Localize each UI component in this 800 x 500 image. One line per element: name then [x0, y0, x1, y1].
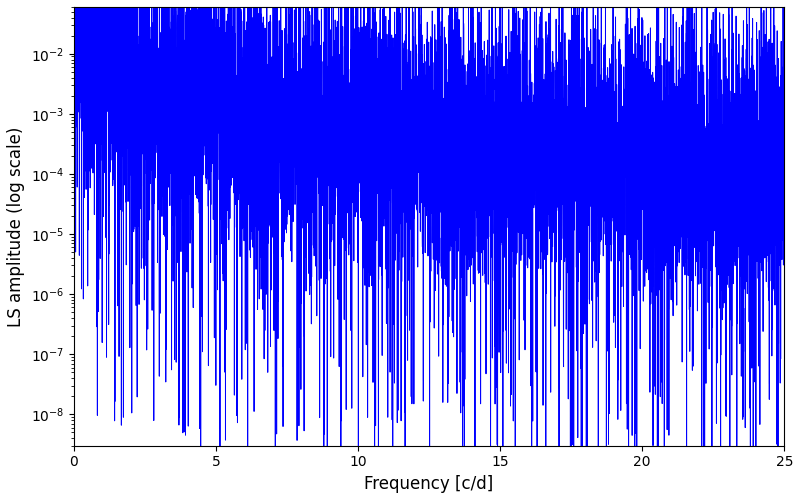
- Y-axis label: LS amplitude (log scale): LS amplitude (log scale): [7, 126, 25, 326]
- X-axis label: Frequency [c/d]: Frequency [c/d]: [364, 475, 494, 493]
